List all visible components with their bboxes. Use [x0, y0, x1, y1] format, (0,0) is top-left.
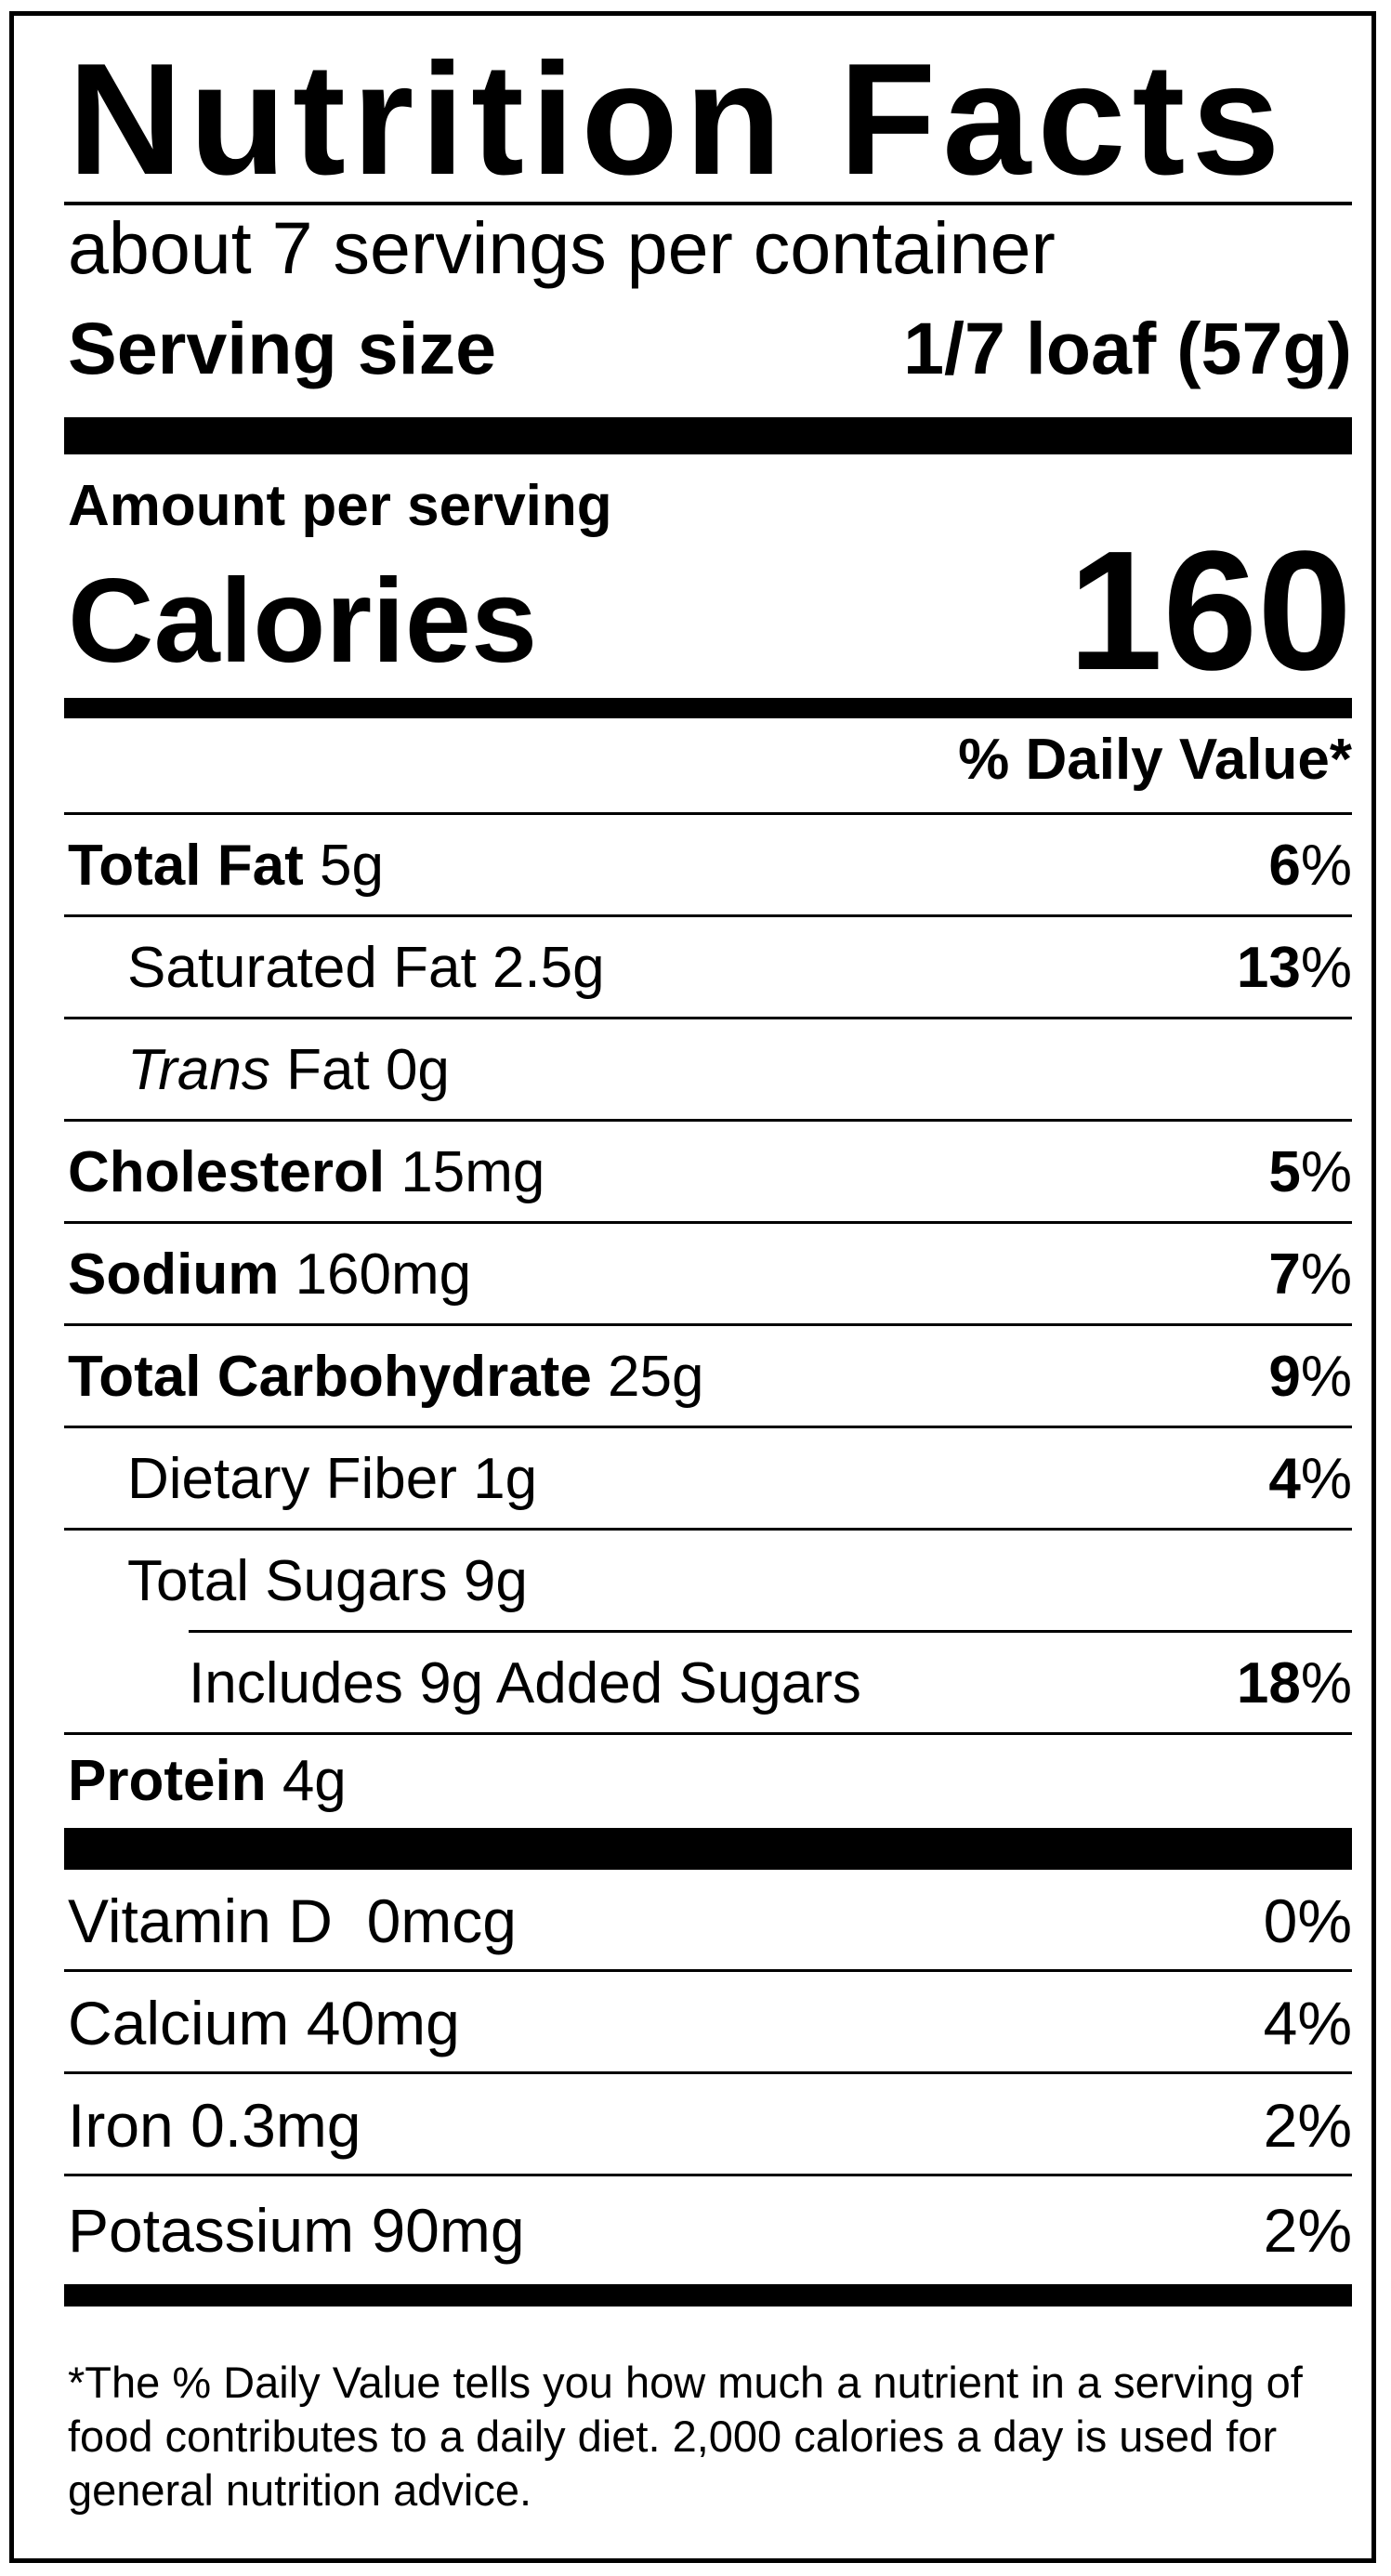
nutrient-amount: 4g [282, 1749, 347, 1813]
nutrient-row-protein: Protein 4g [64, 1735, 1352, 1828]
divider-thin [64, 812, 1352, 815]
nutrient-name: Dietary Fiber [127, 1447, 457, 1511]
row-divider [64, 1528, 1352, 1531]
row-divider [64, 1969, 1352, 1972]
row-divider [64, 2071, 1352, 2074]
serving-size-label: Serving size [68, 307, 497, 389]
nutrient-amount: 1g [473, 1447, 538, 1511]
daily-value-percent: 0% [1263, 1886, 1352, 1955]
vitamin-row-vitamin-d: Vitamin D 0mcg 0% [64, 1870, 1352, 1972]
calories-value: 160 [1068, 515, 1352, 705]
vitamin-row-potassium: Potassium 90mg 2% [64, 2176, 1352, 2284]
divider-thick [64, 1828, 1352, 1870]
row-divider [64, 1017, 1352, 1019]
divider-medium [64, 698, 1352, 718]
amount-per-serving: Amount per serving [68, 474, 612, 538]
row-divider [64, 1323, 1352, 1326]
vitamin-amount: 90mg [371, 2196, 525, 2265]
divider-medium [64, 2284, 1352, 2307]
daily-value-percent: 2% [1263, 2196, 1352, 2265]
nutrient-row-total-carbohydrate: Total Carbohydrate 25g 9% [64, 1326, 1352, 1428]
nutrient-row-trans-fat: Trans Fat 0g [64, 1019, 1352, 1122]
nutrient-name: Total Sugars [127, 1549, 448, 1613]
nutrient-row-total-sugars: Total Sugars 9g [64, 1531, 1352, 1633]
serving-size-value: 1/7 loaf (57g) [903, 307, 1352, 389]
nutrient-name: Saturated Fat [127, 936, 477, 1000]
row-divider [64, 1426, 1352, 1428]
nutrient-amount: 5g [319, 834, 384, 898]
row-divider [64, 1732, 1352, 1735]
label-title: Nutrition Facts [68, 31, 1287, 208]
nutrient-name: Total Carbohydrate [68, 1345, 592, 1409]
vitamin-name: Iron [68, 2091, 174, 2160]
vitamin-amount: 0.3mg [190, 2091, 361, 2160]
servings-per-container: about 7 servings per container [68, 206, 1056, 289]
divider-thick [64, 417, 1352, 454]
nutrient-amount: 15mg [400, 1140, 545, 1204]
nutrient-name: Protein [68, 1749, 267, 1813]
footnote: *The % Daily Value tells you how much a … [68, 2358, 1303, 2515]
nutrient-row-added-sugars: Includes 9g Added Sugars 18% [64, 1633, 1352, 1735]
nutrient-row-cholesterol: Cholesterol 15mg 5% [64, 1122, 1352, 1224]
row-divider [189, 1630, 1352, 1633]
daily-value-percent: 13% [1236, 936, 1352, 1000]
vitamin-row-iron: Iron 0.3mg 2% [64, 2074, 1352, 2176]
nutrient-name: Total Fat [68, 834, 304, 898]
daily-value-percent: 4% [1268, 1447, 1352, 1511]
vitamin-row-calcium: Calcium 40mg 4% [64, 1972, 1352, 2074]
nutrient-name: Cholesterol [68, 1140, 386, 1204]
vitamin-name: Vitamin D [68, 1886, 333, 1955]
vitamin-amount: 40mg [306, 1989, 460, 2057]
nutrient-amount: 0g [385, 1038, 450, 1102]
daily-value-percent: 9% [1268, 1345, 1352, 1409]
row-divider [64, 2174, 1352, 2176]
nutrient-name: Fat [286, 1038, 370, 1102]
nutrient-amount: 9g [463, 1549, 528, 1613]
nutrient-amount: 160mg [295, 1242, 472, 1307]
vitamin-amount: 0mcg [366, 1886, 517, 1955]
row-divider [64, 1119, 1352, 1122]
daily-value-percent: 6% [1268, 834, 1352, 898]
vitamin-name: Calcium [68, 1989, 290, 2057]
nutrient-row-saturated-fat: Saturated Fat 2.5g 13% [64, 917, 1352, 1019]
nutrient-row-dietary-fiber: Dietary Fiber 1g 4% [64, 1428, 1352, 1531]
daily-value-percent: 18% [1236, 1651, 1352, 1715]
daily-value-percent: 7% [1268, 1242, 1352, 1307]
nutrient-row-total-fat: Total Fat 5g 6% [64, 815, 1352, 917]
calories-label: Calories [68, 555, 538, 688]
row-divider [64, 1221, 1352, 1224]
vitamin-name: Potassium [68, 2196, 355, 2265]
nutrient-amount: 25g [608, 1345, 704, 1409]
daily-value-header: % Daily Value* [958, 728, 1352, 792]
nutrient-name: Includes 9g Added Sugars [189, 1651, 861, 1715]
nutrient-amount: 2.5g [492, 936, 605, 1000]
daily-value-percent: 2% [1263, 2091, 1352, 2160]
nutrient-name: Sodium [68, 1242, 280, 1307]
daily-value-percent: 4% [1263, 1989, 1352, 2057]
daily-value-percent: 5% [1268, 1140, 1352, 1204]
divider-thin [64, 202, 1352, 205]
row-divider [64, 914, 1352, 917]
nutrient-name-italic: Trans [127, 1038, 270, 1102]
nutrition-label: Nutrition Facts about 7 servings per con… [9, 11, 1376, 2563]
nutrient-row-sodium: Sodium 160mg 7% [64, 1224, 1352, 1326]
